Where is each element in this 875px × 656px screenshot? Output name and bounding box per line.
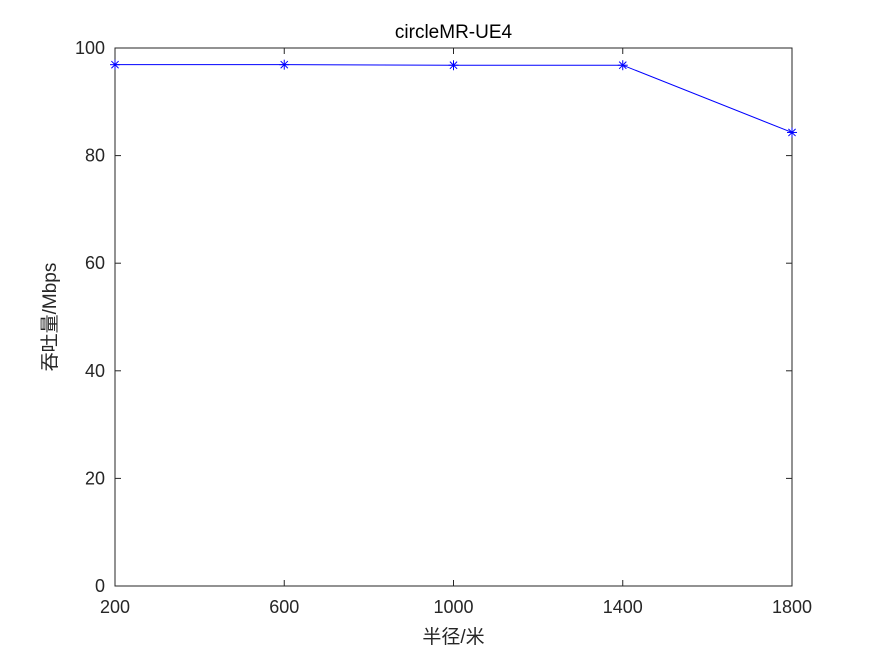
x-tick-label: 1400: [603, 597, 643, 617]
y-tick-label: 40: [85, 361, 105, 381]
x-tick-label: 1000: [433, 597, 473, 617]
y-tick-label: 100: [75, 38, 105, 58]
x-tick-label: 200: [100, 597, 130, 617]
y-tick-label: 80: [85, 146, 105, 166]
y-tick-label: 0: [95, 576, 105, 596]
markers-layer: [110, 59, 797, 138]
data-point-marker: [617, 60, 628, 71]
data-point-marker: [279, 59, 290, 70]
x-tick-label: 600: [269, 597, 299, 617]
tick-labels: 200 600 1000 1400 1800 0 20 40 60 80 100: [75, 38, 812, 617]
chart-title: circleMR-UE4: [395, 22, 513, 43]
axis-ticks: [114, 47, 793, 587]
plot-area: [114, 47, 793, 587]
x-axis-label: 半径/米: [422, 626, 484, 648]
data-point-marker: [110, 59, 120, 70]
y-axis-label: 吞吐量/Mbps: [39, 263, 61, 372]
data-point-marker: [787, 127, 797, 138]
data-point-marker: [448, 60, 459, 71]
y-tick-label: 20: [85, 468, 105, 488]
x-tick-label: 1800: [772, 597, 812, 617]
y-tick-label: 60: [85, 253, 105, 273]
